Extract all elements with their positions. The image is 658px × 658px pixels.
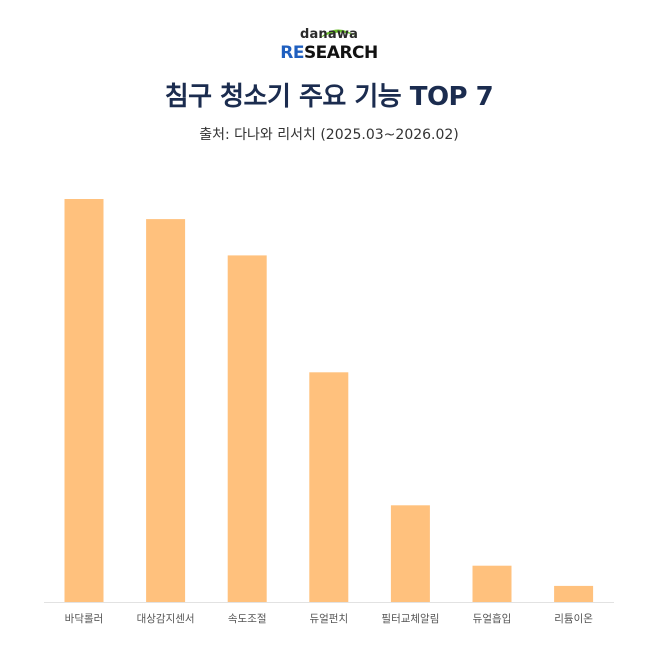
bar-5	[390, 505, 430, 602]
bar-4	[309, 372, 349, 602]
x-tick-label-6: 듀얼흡입	[473, 612, 512, 625]
logo-swoosh-icon	[320, 29, 356, 38]
bar-1	[64, 199, 104, 602]
logo-research-rest: SEARCH	[303, 43, 378, 63]
x-tick-label-7: 리튬이온	[554, 613, 593, 625]
chart-source: 출처: 다나와 리서치 (2025.03~2026.02)	[199, 127, 459, 143]
x-tick-label-2: 대상감지센서	[137, 613, 195, 625]
danawa-research-logo: danawa RESEARCH	[0, 24, 658, 66]
x-tick-label-3: 속도조절	[228, 612, 267, 625]
bar-7	[554, 585, 594, 602]
x-tick-label-5: 필터교체알림	[381, 613, 439, 625]
x-tick-label-1: 바닥롤러	[65, 613, 104, 625]
chart-title: 침구 청소기 주요 기능 TOP 7	[164, 82, 494, 112]
bar-6	[472, 565, 512, 602]
x-tick-label-4: 듀얼펀치	[309, 613, 348, 625]
logo-research-accent: RE	[280, 43, 304, 63]
bar-3	[227, 255, 267, 602]
logo-danawa-text: danawa	[299, 27, 359, 42]
bar-2	[146, 219, 186, 602]
logo-research-text: RESEARCH	[0, 43, 658, 63]
